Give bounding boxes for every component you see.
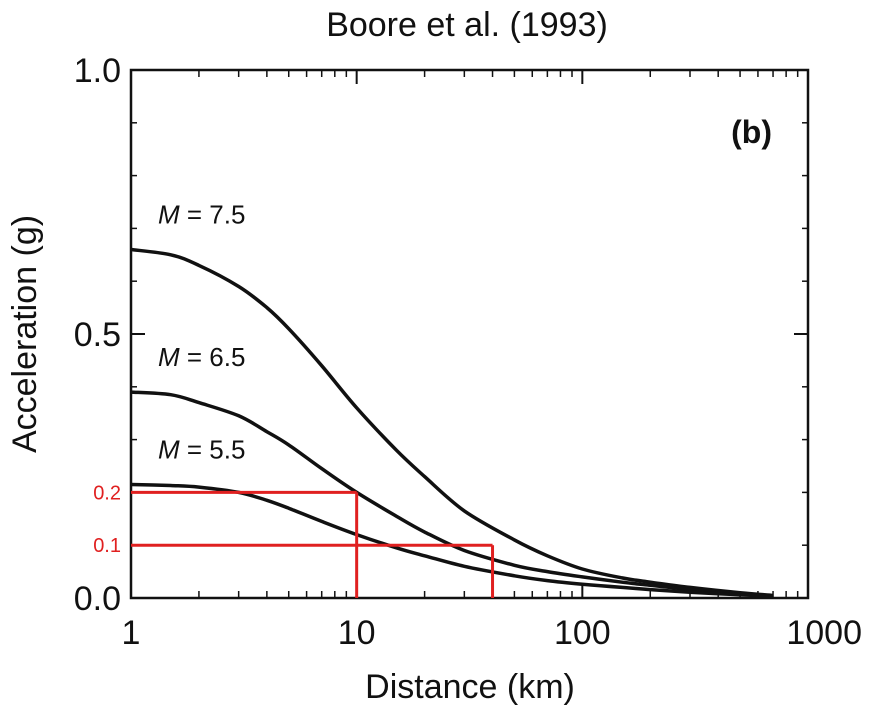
panel-label: (b) bbox=[731, 114, 772, 150]
series-line-1 bbox=[130, 390, 774, 598]
x-tick-label: 100 bbox=[554, 614, 611, 652]
plot-frame bbox=[129, 68, 810, 600]
x-tick-label: 1000 bbox=[786, 614, 862, 652]
x-tick-label: 1 bbox=[122, 614, 141, 652]
series-label-magnitude-symbol: M bbox=[158, 200, 180, 230]
guide-label-1: 0.1 bbox=[93, 535, 121, 557]
y-tick-label: 1.0 bbox=[74, 52, 121, 90]
series-label-magnitude-value: = 6.5 bbox=[180, 342, 246, 372]
y-axis-ticks: 0.0 0.5 1.0 bbox=[74, 52, 808, 618]
series-label-magnitude-value: = 5.5 bbox=[180, 434, 246, 464]
guide-label-0: 0.2 bbox=[93, 482, 121, 504]
series-label-0: M = 7.5 bbox=[158, 200, 245, 230]
chart-title: Boore et al. (1993) bbox=[326, 6, 608, 44]
series-label-magnitude-symbol: M bbox=[158, 342, 180, 372]
series-line-0 bbox=[130, 247, 774, 598]
series-labels: M = 7.5M = 6.5M = 5.5 bbox=[158, 200, 245, 465]
minor-ticks bbox=[131, 69, 808, 598]
guide-lines: 0.2 0.1 bbox=[93, 482, 495, 598]
series-label-2: M = 5.5 bbox=[158, 434, 245, 464]
series-label-magnitude-symbol: M bbox=[158, 434, 180, 464]
y-tick-label: 0.5 bbox=[74, 316, 121, 354]
series-label-1: M = 6.5 bbox=[158, 342, 245, 372]
y-tick-label: 0.0 bbox=[74, 580, 121, 618]
x-axis-label: Distance (km) bbox=[365, 668, 575, 706]
y-axis-label: Acceleration (g) bbox=[6, 215, 44, 453]
x-axis-ticks: 1 10 100 1000 bbox=[122, 70, 862, 652]
x-tick-label: 10 bbox=[338, 614, 376, 652]
series-label-magnitude-value: = 7.5 bbox=[180, 200, 246, 230]
